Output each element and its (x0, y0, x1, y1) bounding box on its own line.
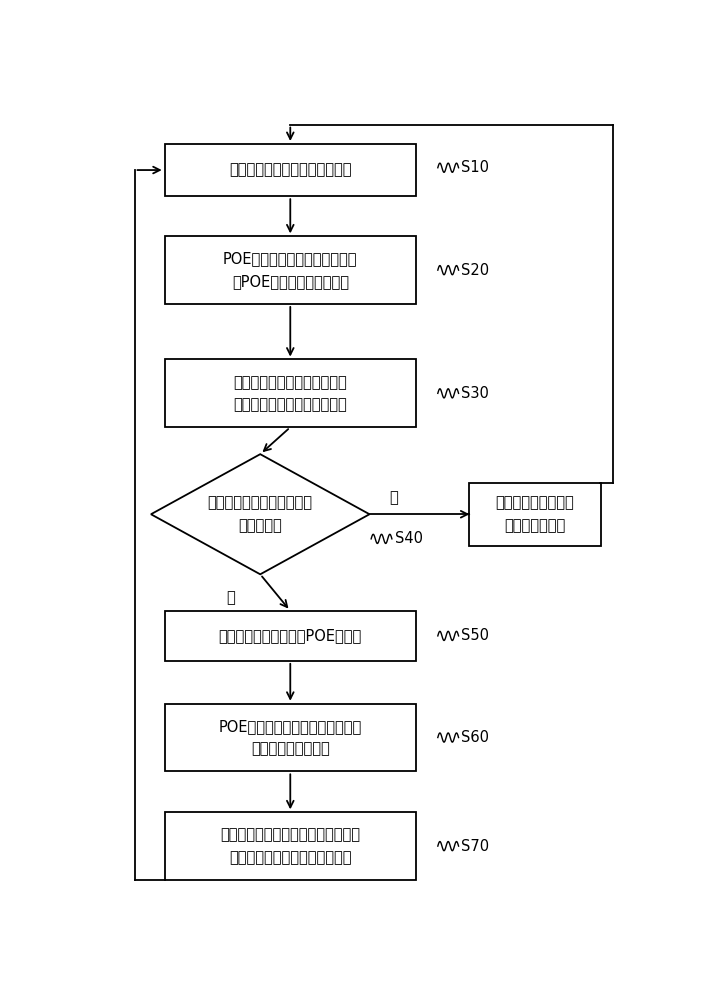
Text: S10: S10 (461, 160, 489, 175)
Bar (165, 359, 416, 427)
Text: 此次检测完成，进入
下一个检测周期: 此次检测完成，进入 下一个检测周期 (496, 496, 575, 533)
Bar (165, 144, 416, 196)
Text: 土壤湿度是否小于设定的标
准湿度范围: 土壤湿度是否小于设定的标 准湿度范围 (208, 496, 313, 533)
Bar (165, 611, 416, 661)
Text: POE交换机就收土壤湿度信息，
并POE交换机传递给控制器: POE交换机就收土壤湿度信息， 并POE交换机传递给控制器 (223, 252, 357, 289)
Text: S40: S40 (395, 531, 422, 546)
Text: 加湿装置接到浇水信息，进行浇水，
浇水完成，进入下一个检测周期: 加湿装置接到浇水信息，进行浇水， 浇水完成，进入下一个检测周期 (220, 828, 360, 865)
Text: S60: S60 (461, 730, 489, 745)
Polygon shape (151, 454, 369, 574)
Text: S70: S70 (461, 839, 489, 854)
Bar (165, 236, 416, 304)
Text: 土壤湿度感应装置检测土壤湿度: 土壤湿度感应装置检测土壤湿度 (229, 163, 352, 178)
Bar (470, 483, 601, 546)
Text: POE交换机接收到浇水信息，并将
浇水传递给加湿装置: POE交换机接收到浇水信息，并将 浇水传递给加湿装置 (219, 719, 362, 756)
Text: S50: S50 (461, 628, 489, 643)
Text: S30: S30 (461, 386, 489, 401)
Text: S20: S20 (461, 263, 489, 278)
Bar (165, 812, 416, 880)
Text: 控制器传递浇水信号给POE交换机: 控制器传递浇水信号给POE交换机 (219, 628, 362, 643)
Bar (165, 704, 416, 771)
Text: 控制器接收到土壤湿度信息和
设定的标准湿度范围进行比对: 控制器接收到土壤湿度信息和 设定的标准湿度范围进行比对 (233, 375, 347, 412)
Text: 否: 否 (390, 490, 398, 505)
Text: 是: 是 (226, 590, 235, 605)
